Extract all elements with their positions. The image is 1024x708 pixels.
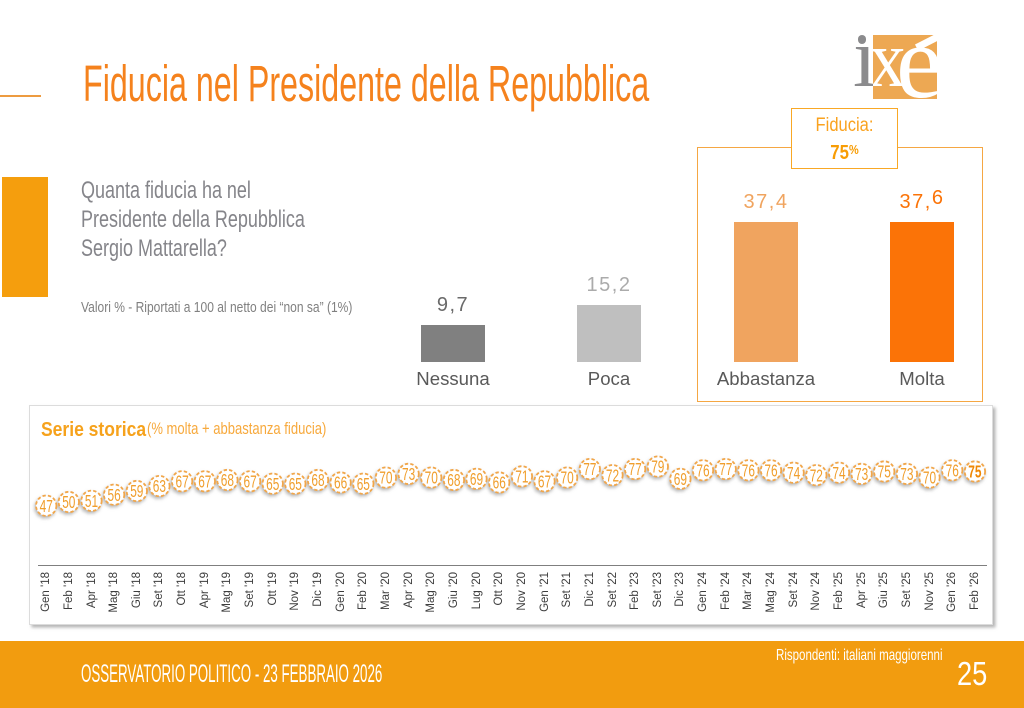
svg-text:65: 65 bbox=[266, 474, 279, 494]
svg-text:50: 50 bbox=[62, 493, 75, 513]
svg-text:68: 68 bbox=[311, 471, 324, 491]
svg-text:69: 69 bbox=[470, 470, 483, 490]
svg-text:76: 76 bbox=[764, 461, 777, 481]
svg-text:65: 65 bbox=[289, 474, 302, 494]
svg-text:59: 59 bbox=[130, 482, 143, 502]
svg-text:56: 56 bbox=[107, 485, 120, 505]
svg-text:77: 77 bbox=[583, 460, 596, 480]
svg-text:74: 74 bbox=[832, 463, 846, 483]
svg-text:66: 66 bbox=[493, 473, 506, 493]
svg-text:71: 71 bbox=[515, 467, 528, 487]
svg-text:65: 65 bbox=[357, 474, 370, 494]
svg-text:75: 75 bbox=[968, 462, 982, 482]
svg-text:51: 51 bbox=[85, 492, 98, 512]
svg-text:76: 76 bbox=[742, 461, 755, 481]
svg-text:68: 68 bbox=[447, 471, 460, 491]
svg-text:70: 70 bbox=[560, 468, 573, 488]
svg-text:72: 72 bbox=[810, 466, 823, 486]
svg-text:72: 72 bbox=[606, 466, 619, 486]
svg-text:63: 63 bbox=[153, 477, 166, 497]
svg-text:70: 70 bbox=[379, 468, 392, 488]
svg-text:69: 69 bbox=[674, 470, 687, 490]
svg-text:79: 79 bbox=[651, 457, 664, 477]
svg-text:66: 66 bbox=[334, 473, 347, 493]
svg-text:67: 67 bbox=[198, 472, 211, 492]
svg-text:73: 73 bbox=[402, 465, 415, 485]
svg-text:47: 47 bbox=[40, 496, 53, 516]
svg-text:77: 77 bbox=[628, 460, 641, 480]
svg-text:76: 76 bbox=[946, 461, 959, 481]
svg-text:67: 67 bbox=[538, 472, 551, 492]
svg-text:70: 70 bbox=[425, 468, 438, 488]
svg-text:76: 76 bbox=[696, 461, 709, 481]
svg-text:73: 73 bbox=[855, 465, 868, 485]
svg-text:68: 68 bbox=[221, 471, 234, 491]
svg-text:73: 73 bbox=[900, 465, 913, 485]
svg-text:77: 77 bbox=[719, 460, 732, 480]
svg-text:67: 67 bbox=[175, 472, 188, 492]
svg-text:74: 74 bbox=[787, 463, 801, 483]
svg-text:70: 70 bbox=[923, 468, 936, 488]
svg-text:67: 67 bbox=[243, 472, 256, 492]
svg-text:75: 75 bbox=[878, 462, 891, 482]
